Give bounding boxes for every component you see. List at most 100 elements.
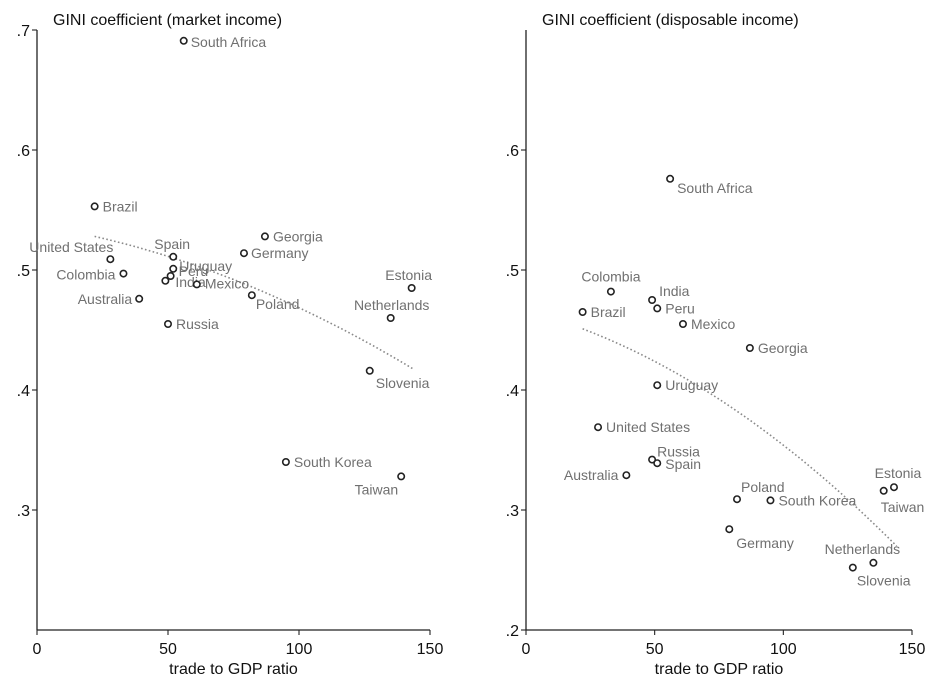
data-point-south-africa (179, 36, 188, 45)
y-tick-label: .5 (17, 263, 30, 280)
data-point-uruguay (653, 381, 662, 390)
data-label-estonia: Estonia (875, 465, 922, 481)
data-label-estonia: Estonia (385, 267, 432, 283)
y-tick-label: .3 (17, 503, 30, 520)
data-label-slovenia: Slovenia (376, 375, 430, 391)
data-label-germany: Germany (736, 535, 794, 551)
data-point-australia (135, 294, 144, 303)
data-label-uruguay: Uruguay (665, 377, 718, 393)
data-point-slovenia (848, 563, 857, 572)
data-point-georgia (745, 343, 754, 352)
data-label-mexico: Mexico (205, 275, 250, 291)
data-point-india (648, 295, 657, 304)
x-tick-label: 150 (899, 641, 926, 658)
data-label-india: India (659, 283, 690, 299)
data-label-peru: Peru (665, 300, 695, 316)
data-point-south-korea (281, 457, 290, 466)
data-point-india (161, 276, 170, 285)
trend-line (94, 235, 415, 371)
data-label-south-korea: South Korea (294, 454, 372, 470)
trend-line (582, 328, 898, 547)
data-point-australia (622, 471, 631, 480)
data-point-uruguay (169, 264, 178, 273)
data-label-india: India (175, 274, 206, 290)
data-point-mexico (192, 280, 201, 289)
data-label-taiwan: Taiwan (355, 481, 399, 497)
data-label-netherlands: Netherlands (825, 541, 901, 557)
data-point-germany (239, 249, 248, 258)
x-tick-label: 150 (417, 641, 444, 658)
data-point-taiwan (397, 472, 406, 481)
data-point-south-africa (666, 174, 675, 183)
data-point-united-states (594, 423, 603, 432)
y-tick-label: .6 (506, 143, 519, 160)
data-label-peru: Peru (179, 263, 209, 279)
y-tick-label: .5 (506, 263, 519, 280)
data-label-georgia: Georgia (273, 228, 323, 244)
data-label-south-korea: South Korea (778, 492, 856, 508)
data-label-netherlands: Netherlands (354, 297, 430, 313)
y-tick-label: .7 (17, 23, 30, 40)
data-label-brazil: Brazil (103, 198, 138, 214)
data-point-georgia (260, 232, 269, 241)
data-label-united-states: United States (606, 419, 690, 435)
data-point-peru (653, 304, 662, 313)
data-label-russia: Russia (657, 444, 700, 460)
y-tick-label: .4 (506, 383, 519, 400)
data-point-netherlands (386, 313, 395, 322)
y-tick-label: .6 (17, 143, 30, 160)
data-point-russia (648, 455, 657, 464)
data-point-spain (169, 252, 178, 261)
chart-panel-1: GINI coefficient (market income) .3 .4 .5 .6… (17, 12, 444, 678)
data-point-united-states (106, 255, 115, 264)
data-label-slovenia: Slovenia (857, 573, 911, 589)
data-label-australia: Australia (564, 467, 619, 483)
data-point-colombia (606, 287, 615, 296)
data-label-taiwan: Taiwan (881, 499, 925, 515)
x-tick-label: 50 (159, 641, 177, 658)
x-tick-label: 0 (33, 641, 42, 658)
chart-title: GINI coefficient (market income) (53, 12, 282, 29)
data-point-peru (166, 271, 175, 280)
data-label-spain: Spain (154, 236, 190, 252)
data-label-poland: Poland (256, 296, 300, 312)
x-tick-label: 50 (646, 641, 664, 658)
data-label-uruguay: Uruguay (179, 258, 232, 274)
data-point-germany (725, 525, 734, 534)
data-point-slovenia (365, 366, 374, 375)
data-point-netherlands (869, 558, 878, 567)
data-label-south-africa: South Africa (191, 34, 267, 50)
data-point-spain (653, 459, 662, 468)
data-point-brazil (578, 307, 587, 316)
data-label-brazil: Brazil (591, 304, 626, 320)
data-point-estonia (407, 283, 416, 292)
data-label-russia: Russia (176, 316, 219, 332)
y-tick-label: .3 (506, 503, 519, 520)
data-label-australia: Australia (78, 291, 133, 307)
x-tick-label: 100 (770, 641, 797, 658)
data-label-spain: Spain (665, 456, 701, 472)
data-label-poland: Poland (741, 479, 785, 495)
data-label-colombia: Colombia (56, 267, 115, 283)
chart-title: GINI coefficient (disposable income) (542, 12, 799, 29)
data-label-georgia: Georgia (758, 340, 808, 356)
data-point-south-korea (766, 496, 775, 505)
data-label-united-states: United States (29, 239, 113, 255)
data-point-poland (247, 291, 256, 300)
data-label-south-africa: South Africa (677, 180, 753, 196)
x-tick-label: 0 (522, 641, 531, 658)
data-label-mexico: Mexico (691, 316, 736, 332)
data-point-taiwan (879, 486, 888, 495)
x-axis-label: trade to GDP ratio (655, 661, 784, 676)
data-label-germany: Germany (251, 245, 309, 261)
x-axis-label: trade to GDP ratio (169, 661, 298, 676)
data-label-colombia: Colombia (581, 269, 640, 285)
x-tick-label: 100 (286, 641, 313, 658)
data-point-estonia (889, 483, 898, 492)
data-point-colombia (119, 269, 128, 278)
y-tick-label: .2 (506, 623, 519, 640)
y-tick-label: .4 (17, 383, 30, 400)
data-point-mexico (678, 319, 687, 328)
